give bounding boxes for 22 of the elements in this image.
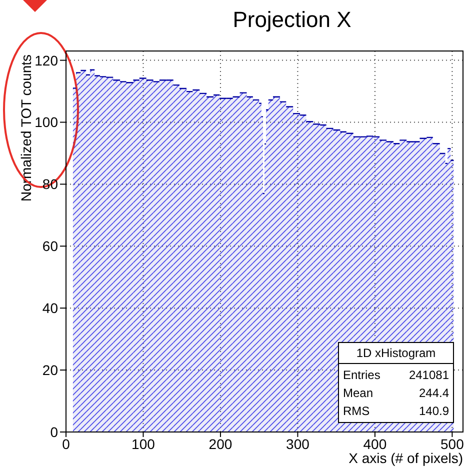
annotation: Mean [343, 385, 374, 402]
x-tick-label: 400 [363, 436, 387, 452]
annotation: 241081 [408, 367, 449, 384]
annotation: 244.4 [418, 385, 449, 402]
y-tick-label: 20 [42, 362, 58, 378]
y-tick-label: 0 [50, 424, 58, 440]
annotation: 1D xHistogram [339, 343, 453, 363]
y-axis-title: Normalized TOT counts [18, 54, 34, 202]
y-tick-label: 60 [42, 238, 58, 254]
y-tick-label: 40 [42, 300, 58, 316]
x-tick-label: 100 [132, 436, 156, 452]
annotation: Entries [343, 367, 382, 384]
chart-title: Projection X [232, 7, 352, 32]
y-tick-label: 100 [34, 114, 58, 130]
x-axis-title: X axis (# of pixels) [348, 450, 463, 466]
x-tick-label: 300 [286, 436, 310, 452]
x-tick-label: 500 [440, 436, 464, 452]
annotation: 140.9 [418, 403, 449, 420]
y-tick-label: 120 [34, 52, 58, 68]
annotation: RMS [343, 403, 371, 420]
x-tick-label: 200 [208, 436, 232, 452]
x-tick-label: 0 [62, 436, 70, 452]
